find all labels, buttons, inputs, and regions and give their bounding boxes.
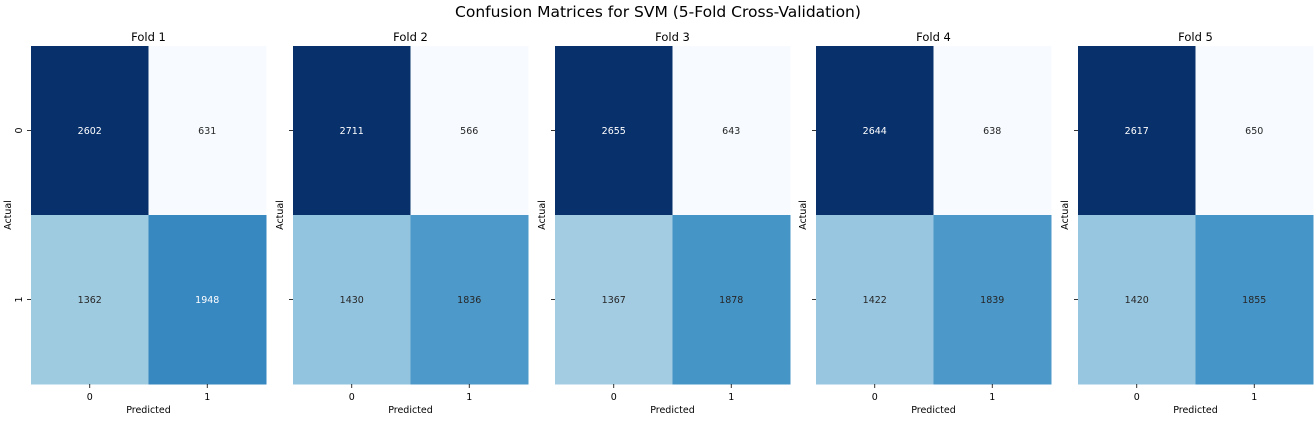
cell-value-label: 2711: [340, 126, 364, 137]
cell-value-label: 2617: [1125, 126, 1149, 137]
y-tick-label: 0: [14, 127, 25, 133]
x-axis-label: Predicted: [1173, 405, 1218, 416]
y-axis-label: Actual: [798, 200, 809, 230]
x-tick-label: 0: [1134, 392, 1140, 403]
heatmap-cell: [148, 215, 267, 385]
cell-value-label: 2602: [78, 126, 102, 137]
x-tick-label: 1: [466, 392, 472, 403]
heatmap-cell: [31, 215, 149, 385]
heatmap-cell: [555, 46, 673, 216]
cell-value-label: 638: [983, 126, 1001, 137]
heatmap-panel-4: Fold 4 2644 638 1422 1839 0 1 Predicted Actual: [798, 30, 1052, 416]
cell-value-label: 1948: [195, 295, 219, 306]
heatmap-cell: [933, 46, 1052, 216]
heatmap-cell: [1078, 215, 1196, 385]
x-axis-label: Predicted: [650, 405, 695, 416]
x-tick-label: 1: [728, 392, 734, 403]
x-tick-label: 1: [204, 392, 210, 403]
panel-title: Fold 2: [393, 30, 428, 44]
x-tick-label: 0: [349, 392, 355, 403]
x-axis-label: Predicted: [126, 405, 171, 416]
panel-title: Fold 5: [1178, 30, 1213, 44]
cell-value-label: 1367: [602, 295, 626, 306]
y-tick-label: 1: [14, 296, 25, 302]
y-axis-label: Actual: [537, 200, 548, 230]
x-tick-label: 0: [872, 392, 878, 403]
x-tick-label: 0: [87, 392, 93, 403]
cell-value-label: 1362: [78, 295, 102, 306]
heatmap-cell: [293, 46, 411, 216]
panel-title: Fold 1: [131, 30, 166, 44]
heatmap-cell: [410, 215, 529, 385]
cell-value-label: 650: [1245, 126, 1263, 137]
cell-value-label: 1420: [1125, 295, 1149, 306]
cell-value-label: 1878: [719, 295, 743, 306]
heatmap-cell: [1078, 46, 1196, 216]
heatmap-panel-3: Fold 3 2655 643 1367 1878 0 1 Predicted Actual: [537, 30, 791, 416]
cell-value-label: 1422: [863, 295, 887, 306]
cell-value-label: 1836: [457, 295, 481, 306]
cell-value-label: 2644: [863, 126, 887, 137]
y-axis-label: Actual: [1060, 200, 1071, 230]
heatmap-cell: [148, 46, 267, 216]
cell-value-label: 1430: [340, 295, 364, 306]
heatmap-cell: [672, 46, 791, 216]
x-axis-label: Predicted: [388, 405, 433, 416]
x-axis-label: Predicted: [911, 405, 956, 416]
cell-value-label: 1855: [1242, 295, 1266, 306]
heatmap-cell: [816, 46, 934, 216]
heatmap-cell: [672, 215, 791, 385]
heatmap-cell: [555, 215, 673, 385]
panels: Fold 1 2602 631 1362 1948 0 1 0 1 Predicted Actual…: [3, 30, 1314, 416]
heatmap-cell: [1195, 215, 1314, 385]
cell-value-label: 1839: [980, 295, 1004, 306]
heatmap-cell: [816, 215, 934, 385]
cell-value-label: 566: [460, 126, 478, 137]
cell-value-label: 643: [722, 126, 740, 137]
figure-title: Confusion Matrices for SVM (5-Fold Cross…: [455, 3, 861, 21]
heatmap-cell: [31, 46, 149, 216]
heatmap-cell: [293, 215, 411, 385]
cell-value-label: 2655: [602, 126, 626, 137]
heatmap-cell: [1195, 46, 1314, 216]
x-tick-label: 0: [611, 392, 617, 403]
cell-value-label: 631: [198, 126, 216, 137]
heatmap-panel-5: Fold 5 2617 650 1420 1855 0 1 Predicted Actual: [1060, 30, 1314, 416]
x-tick-label: 1: [1251, 392, 1257, 403]
heatmap-panel-1: Fold 1 2602 631 1362 1948 0 1 0 1 Predicted Actual: [3, 30, 267, 416]
y-axis-label: Actual: [275, 200, 286, 230]
panel-title: Fold 4: [916, 30, 951, 44]
x-tick-label: 1: [989, 392, 995, 403]
heatmap-cell: [933, 215, 1052, 385]
heatmap-cell: [410, 46, 529, 216]
heatmap-panel-2: Fold 2 2711 566 1430 1836 0 1 Predicted Actual: [275, 30, 529, 416]
panel-title: Fold 3: [655, 30, 690, 44]
y-axis-label: Actual: [3, 200, 14, 230]
